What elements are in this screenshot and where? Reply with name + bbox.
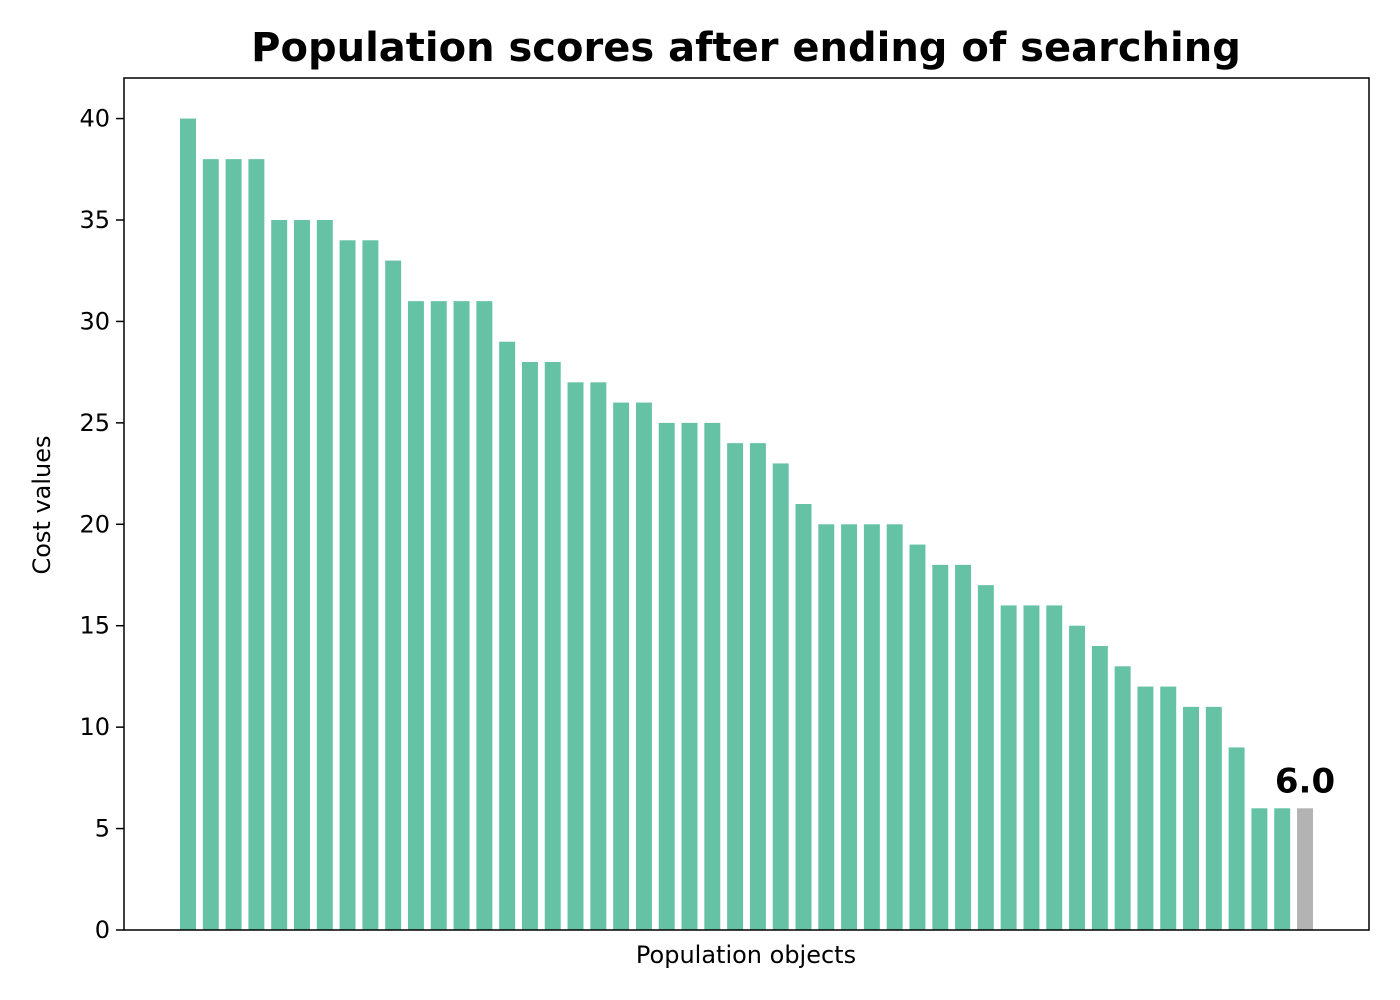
bar [1251,808,1268,930]
bar [1114,666,1131,930]
bar [727,443,744,930]
bar [339,240,356,931]
y-tick-label: 40 [79,105,110,133]
y-tick-label: 0 [95,916,110,944]
bar [1274,808,1291,930]
bar [271,220,288,930]
bar [1205,706,1222,930]
bar [863,524,880,930]
bar [476,301,493,930]
bar [385,260,402,930]
y-tick-label: 25 [79,409,110,437]
bar [749,443,766,930]
bar [225,159,242,930]
bar [909,544,926,930]
bar [521,362,538,930]
bar [841,524,858,930]
bar [430,301,447,930]
bar [818,524,835,930]
bar [316,220,333,930]
bar [658,422,675,930]
bar [955,564,972,930]
bar [544,362,561,930]
bar [613,402,630,930]
bar [590,382,607,930]
y-tick-label: 5 [95,815,110,843]
bar [772,463,789,930]
bar [1297,808,1313,930]
bar [1023,605,1040,930]
y-tick-label: 35 [79,206,110,234]
bar [1228,747,1245,930]
bar [1091,646,1108,930]
y-axis-label: Cost values [28,435,56,574]
bar [248,159,265,930]
bar [1160,686,1177,930]
bar [567,382,584,930]
best-value-annotation: 6.0 [1275,761,1335,801]
bar [407,301,424,930]
bar [180,118,196,930]
bars-group [180,118,1313,931]
y-axis-ticks: 0 5 10 15 20 25 30 35 40 [79,105,124,944]
y-tick-label: 15 [79,612,110,640]
y-tick-label: 10 [79,713,110,741]
bar [886,524,903,930]
chart-title: Population scores after ending of search… [251,25,1241,71]
bar [294,220,310,930]
bar [1046,605,1063,930]
bar [977,585,994,930]
bar [1069,625,1086,930]
bar [681,422,698,930]
bar [635,402,652,930]
x-axis-label: Population objects [636,941,856,969]
bar [795,504,812,930]
bar [704,422,721,930]
bar [202,159,219,930]
bar [1000,605,1017,930]
y-tick-label: 20 [79,510,110,538]
bar [362,240,379,931]
bar [1183,706,1199,930]
bar [499,341,516,931]
bar [453,301,470,930]
bar [1137,686,1154,930]
y-tick-label: 30 [79,307,110,335]
bar [932,564,949,930]
plot-frame [123,77,1370,931]
